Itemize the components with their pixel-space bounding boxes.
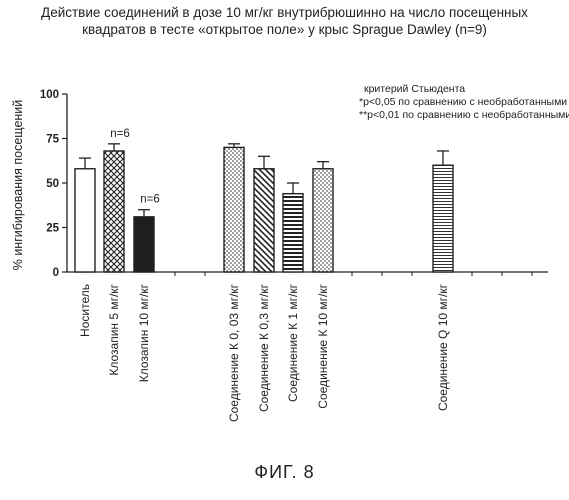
y-ticks: 0 25 50 75 100 <box>40 89 67 279</box>
bar-group <box>254 156 274 272</box>
bar-chart: % ингибирования посещений 0 25 50 75 100 n=6… <box>0 0 569 460</box>
x-category-label: Клозапин 10 мг/кг <box>137 283 151 382</box>
y-tick-label: 25 <box>46 223 59 235</box>
x-category-label: Соединение Q 10 мг/кг <box>436 283 450 411</box>
x-category-label: Соединение К 10 мг/кг <box>316 283 330 408</box>
y-tick-label: 50 <box>46 178 59 190</box>
figure-label: ФИГ. 8 <box>0 462 569 483</box>
bar-group <box>224 144 244 272</box>
bars: n=6 n=6 <box>75 128 453 272</box>
bar-group <box>433 151 453 272</box>
bar <box>254 169 274 272</box>
y-tick-label: 75 <box>46 134 59 146</box>
bar <box>104 151 124 272</box>
bar-label: n=6 <box>110 128 130 140</box>
bar-label: n=6 <box>140 194 160 206</box>
category-labels: Носитель Клозапин 5 мг/кг Клозапин 10 мг/к… <box>78 283 450 422</box>
x-category-label: Соединение К 0, 03 мг/кг <box>227 283 241 422</box>
legend-annotation: критерий Стьюдента *p<0,05 по сравнению … <box>359 83 569 121</box>
legend-line-1: критерий Стьюдента <box>364 83 465 95</box>
legend-line-3: **p<0,01 по сравнению с необработанными … <box>359 109 569 121</box>
bar-group: n=6 <box>104 128 130 272</box>
y-axis-label: % ингибирования посещений <box>11 100 25 271</box>
x-category-label: Соединение К 1 мг/кг <box>286 283 300 402</box>
legend-line-2: *p<0,05 по сравнению с необработанными м… <box>359 96 569 108</box>
x-category-label: Соединение К 0,3 мг/кг <box>257 283 271 412</box>
x-category-label: Носитель <box>78 284 92 337</box>
bar-group <box>283 183 303 272</box>
bar-group <box>313 162 333 272</box>
bar <box>283 194 303 272</box>
y-tick-label: 0 <box>53 267 59 279</box>
bar <box>224 147 244 272</box>
bar <box>75 169 95 272</box>
bar <box>134 217 154 272</box>
bar <box>433 165 453 272</box>
y-tick-label: 100 <box>40 89 59 101</box>
x-category-label: Клозапин 5 мг/кг <box>107 283 121 375</box>
bar-group <box>75 158 95 272</box>
bar <box>313 169 333 272</box>
bar-group: n=6 <box>134 194 160 272</box>
